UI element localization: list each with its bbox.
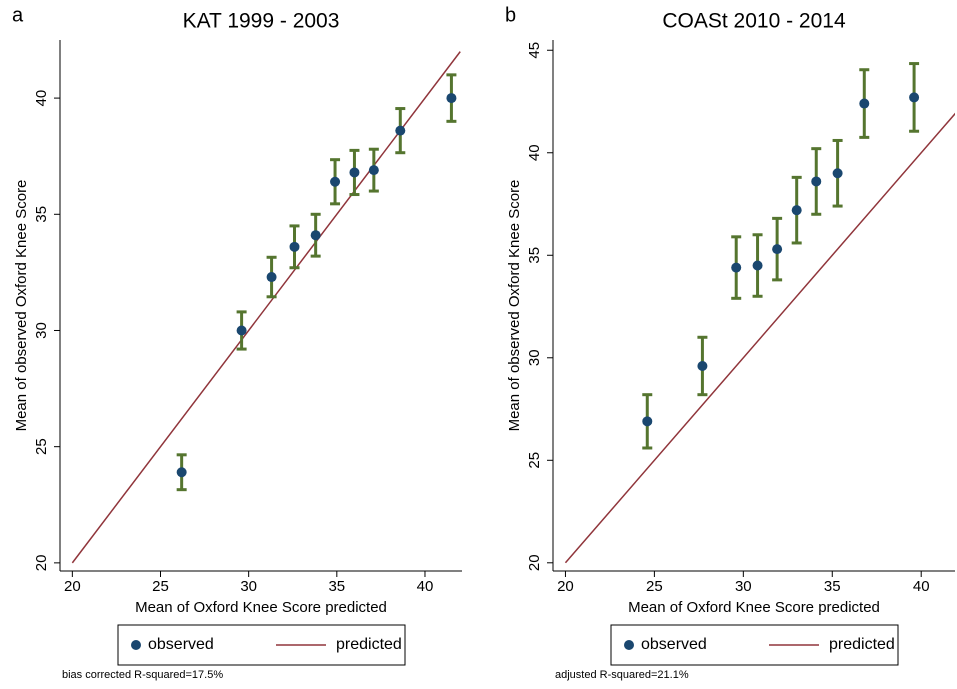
point bbox=[446, 93, 457, 104]
predicted-line bbox=[564, 112, 955, 564]
x-tick-label: 20 bbox=[557, 578, 574, 595]
legend-key bbox=[624, 640, 634, 650]
point bbox=[752, 260, 763, 271]
point bbox=[909, 92, 920, 103]
y-tick-label: 25 bbox=[526, 452, 543, 469]
y-tick-label: 45 bbox=[526, 42, 543, 59]
legend-key bbox=[131, 640, 141, 650]
x-axis-label: Mean of Oxford Knee Score predicted bbox=[628, 599, 880, 616]
x-tick-label: 30 bbox=[735, 578, 752, 595]
point bbox=[832, 168, 843, 179]
y-tick-label: 35 bbox=[33, 206, 50, 223]
y-axis-label: Mean of observed Oxford Knee Score bbox=[13, 180, 30, 432]
panel-label: b bbox=[505, 4, 516, 26]
legend-box bbox=[117, 624, 406, 666]
legend-label: observed bbox=[148, 636, 214, 653]
point bbox=[731, 262, 742, 273]
legend-label: predicted bbox=[336, 636, 402, 653]
y-tick-label: 40 bbox=[33, 90, 50, 107]
point bbox=[330, 176, 341, 187]
chart-title: KAT 1999 - 2003 bbox=[183, 10, 340, 33]
x-tick-label: 25 bbox=[152, 578, 169, 595]
point bbox=[772, 244, 783, 255]
chart-title: COASt 2010 - 2014 bbox=[662, 10, 846, 33]
point bbox=[811, 176, 822, 187]
point bbox=[266, 272, 277, 283]
panel-label: a bbox=[12, 4, 24, 26]
x-axis-label: Mean of Oxford Knee Score predicted bbox=[135, 599, 387, 616]
x-tick-label: 40 bbox=[417, 578, 434, 595]
x-tick-label: 20 bbox=[64, 578, 81, 595]
x-tick-label: 40 bbox=[913, 578, 930, 595]
x-tick-label: 35 bbox=[328, 578, 345, 595]
y-tick-label: 30 bbox=[526, 349, 543, 366]
point bbox=[697, 360, 708, 371]
point bbox=[642, 416, 653, 427]
point bbox=[791, 205, 802, 216]
y-tick-label: 20 bbox=[526, 554, 543, 571]
point bbox=[859, 98, 870, 109]
y-tick-label: 30 bbox=[33, 322, 50, 339]
legend-label: predicted bbox=[829, 636, 895, 653]
predicted-line bbox=[71, 51, 461, 564]
point bbox=[236, 325, 247, 336]
y-tick-label: 20 bbox=[33, 555, 50, 572]
x-tick-label: 35 bbox=[824, 578, 841, 595]
note: adjusted R-squared=21.1% bbox=[555, 669, 689, 681]
y-tick-label: 40 bbox=[526, 144, 543, 161]
point bbox=[176, 467, 187, 478]
point bbox=[395, 125, 406, 136]
point bbox=[368, 165, 379, 176]
point bbox=[349, 167, 360, 178]
y-tick-label: 35 bbox=[526, 247, 543, 264]
note: bias corrected R-squared=17.5% bbox=[62, 669, 223, 681]
x-tick-label: 25 bbox=[646, 578, 663, 595]
legend-label: observed bbox=[641, 636, 707, 653]
legend-box bbox=[610, 624, 899, 666]
y-tick-label: 25 bbox=[33, 438, 50, 455]
point bbox=[310, 230, 321, 241]
y-axis-label: Mean of observed Oxford Knee Score bbox=[506, 180, 523, 432]
x-tick-label: 30 bbox=[240, 578, 257, 595]
point bbox=[289, 241, 300, 252]
